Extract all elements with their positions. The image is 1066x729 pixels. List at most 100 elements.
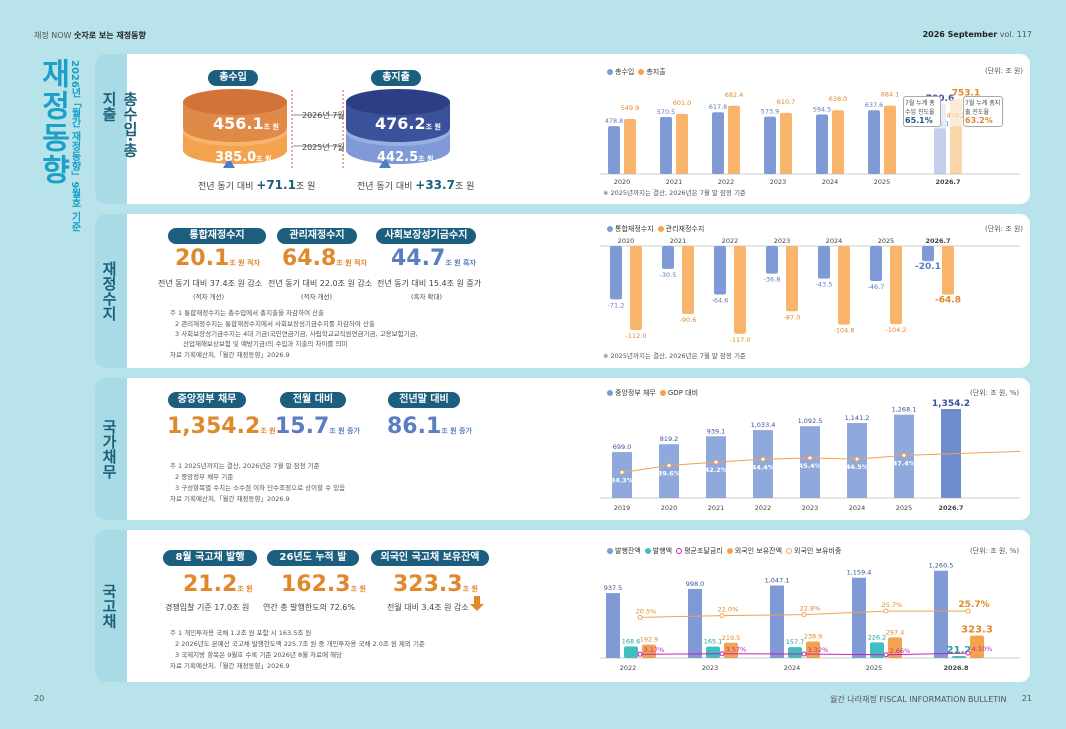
panel-national-debt: 국가채무 중앙정부 채무 전월 대비 전년말 대비 1,354.2조 원 15.…	[95, 378, 1030, 520]
foreign-share-point	[637, 614, 643, 620]
social-change: 전년 동기 대비 15.4조 원 증가	[377, 279, 482, 288]
bar-issuance	[870, 642, 884, 658]
note-source: 자료 기획예산처,「월간 재정동향」2026.9	[170, 495, 290, 503]
x-tick-label: 2023	[802, 504, 819, 512]
bar-value-label: 594.5	[813, 106, 832, 114]
bar-expenditure	[780, 112, 792, 174]
pill-mom: 전월 대비	[280, 392, 346, 408]
gdp-ratio-label: 44.4%	[752, 463, 775, 471]
bar-value-label: -36.8	[764, 276, 781, 284]
bar-value-label: 168.6	[622, 637, 641, 645]
x-tick-label: 2024	[849, 504, 866, 512]
bar-value-label: 939.1	[707, 427, 726, 435]
bar-integrated	[766, 246, 778, 274]
gdp-ratio-point	[619, 469, 625, 475]
bar-debt	[659, 444, 679, 498]
chart3-legend: 중앙정부 채무 GDP 대비	[603, 388, 698, 398]
bar-managed	[890, 246, 902, 325]
bar-value-label: 238.9	[804, 632, 823, 640]
gdp-ratio-point	[713, 459, 719, 465]
bar-balance	[688, 588, 702, 658]
bar-value-label: 617.8	[709, 103, 728, 111]
note-line: 3 구성항목별 수치는 소수점 이하 단수조정으로 상이할 수 있음	[175, 484, 346, 492]
expenditure-2025: 442.5조 원	[377, 150, 434, 165]
note-line: 2 관리재정수지는 통합재정수지에서 사회보장성기금수지를 차감하여 산출	[175, 320, 375, 328]
x-tick-label: 2025	[874, 178, 891, 186]
x-tick-label: 2024	[826, 237, 843, 245]
note-line: 3 국제지방 항목은 9월호 수록 기준 2026년 8월 자료에 해당	[175, 651, 343, 659]
bar-value-label: 570.5	[657, 108, 676, 116]
foreign-share-point	[883, 608, 889, 614]
gdp-ratio-label: 44.5%	[846, 463, 869, 471]
bar-balance	[606, 593, 620, 658]
chart-treasury-bonds: 937.5 168.6 192.9 2022 998.0 165.1 219.5 2023 1,…	[600, 562, 1020, 672]
managed-balance-value: 64.8조 원 적자	[282, 246, 367, 271]
bar-debt	[800, 426, 820, 498]
panel-treasury-bonds: 국고채 8월 국고채 발행규모 26년도 누적 발행액 외국인 국고채 보유잔액…	[95, 530, 1030, 682]
bar-revenue	[816, 114, 828, 174]
managed-sub: (적자 개선)	[301, 293, 333, 301]
foreign-share-label: 22.0%	[718, 606, 739, 614]
revenue-2026: 456.1조 원	[213, 114, 279, 133]
bar-value-label: -87.0	[784, 313, 801, 321]
x-tick-label: 2019	[614, 504, 631, 512]
gdp-ratio-point	[760, 456, 766, 462]
page-subtitle: 2026년「월간 재정동향」9월호 기준	[69, 60, 80, 232]
gdp-ratio-point	[666, 463, 672, 469]
header-right: 2026 September vol. 117	[922, 30, 1032, 39]
bar-value-label: -46.7	[868, 283, 885, 291]
bar-value-label: 819.2	[660, 435, 679, 443]
bar-value-label: 573.9	[761, 108, 780, 116]
bar-value-label: 699.0	[613, 443, 632, 451]
callout-expenditure: 7월 누계 총지출 진도율 63.2%	[963, 96, 1003, 127]
cumulative-issuance-value: 162.3조 원	[281, 572, 366, 597]
footer-right-page: 21	[1021, 694, 1032, 703]
rate-point	[883, 652, 889, 658]
rate-point	[719, 651, 725, 657]
panel-revenue-expenditure: 총수입·총지출 총수입 총지출 456.1조 원 385.0조 원 476.2조…	[95, 54, 1030, 204]
bar-managed	[734, 246, 746, 334]
bar-integrated	[870, 246, 882, 282]
bar-debt	[706, 436, 726, 498]
cumulative-issuance-line: 연간 총 발행한도의 72.6%	[263, 603, 355, 612]
bar-issuance	[624, 646, 638, 658]
chart-fiscal-balance: 2020 -71.2 -112.0 2021 -30.5 -90.6 2022 -64.6 -1…	[600, 237, 1020, 344]
rate-point	[637, 651, 643, 657]
chart2-legend: 통합재정수지 관리재정수지	[603, 224, 704, 234]
gdp-ratio-label: 42.2%	[705, 466, 728, 474]
x-tick-label: 2023	[774, 237, 791, 245]
bar-integrated	[922, 246, 934, 262]
chart1-unit: (단위: 조 원)	[985, 67, 1024, 75]
expenditure-delta: 전년 동기 대비 +33.7조 원	[357, 178, 475, 192]
bar-expenditure	[676, 113, 688, 174]
gdp-ratio-label: 47.4%	[893, 459, 916, 467]
bar-value-label: 638.0	[829, 95, 848, 103]
bar-foreign	[970, 635, 984, 658]
integrated-sub: (적자 개선)	[193, 293, 225, 301]
foreign-share-point	[719, 613, 725, 619]
managed-change: 전년 동기 대비 22.0조 원 감소	[268, 279, 373, 288]
foreign-share-label: 22.8%	[800, 605, 821, 613]
bar-value-label: 684.1	[881, 91, 900, 99]
bar-value-label: 998.0	[686, 580, 705, 588]
bar-value-label: 610.7	[777, 98, 796, 106]
bar-issuance	[706, 646, 720, 658]
bar-managed	[630, 246, 642, 330]
pill-monthly-issuance: 8월 국고채 발행규모	[163, 550, 257, 579]
gdp-ratio-point	[854, 456, 860, 462]
gdp-ratio-label: 34.3%	[611, 476, 634, 484]
x-tick-label: 2023	[770, 178, 787, 186]
pill-managed-balance: 관리재정수지	[277, 228, 357, 244]
bar-value-label: 297.4	[886, 628, 905, 636]
revenue-2025: 385.0조 원	[215, 150, 272, 165]
bar-value-label: 1,354.2	[932, 399, 970, 409]
rate-label: 2.66%	[890, 647, 911, 655]
social-balance-value: 44.7조 원 흑자	[391, 246, 476, 271]
revenue-delta: 전년 동기 대비 +71.1조 원	[198, 178, 316, 192]
note-source: 자료 기획예산처,「월간 재정동향」2026.9	[170, 351, 290, 359]
x-tick-label: 2021	[666, 178, 683, 186]
bar-value-label: 937.5	[604, 584, 623, 592]
bar-value-label: -30.5	[660, 271, 677, 279]
note-line: 주 1 통합재정수지는 총수입에서 총지출을 차감하여 산출	[170, 309, 325, 317]
